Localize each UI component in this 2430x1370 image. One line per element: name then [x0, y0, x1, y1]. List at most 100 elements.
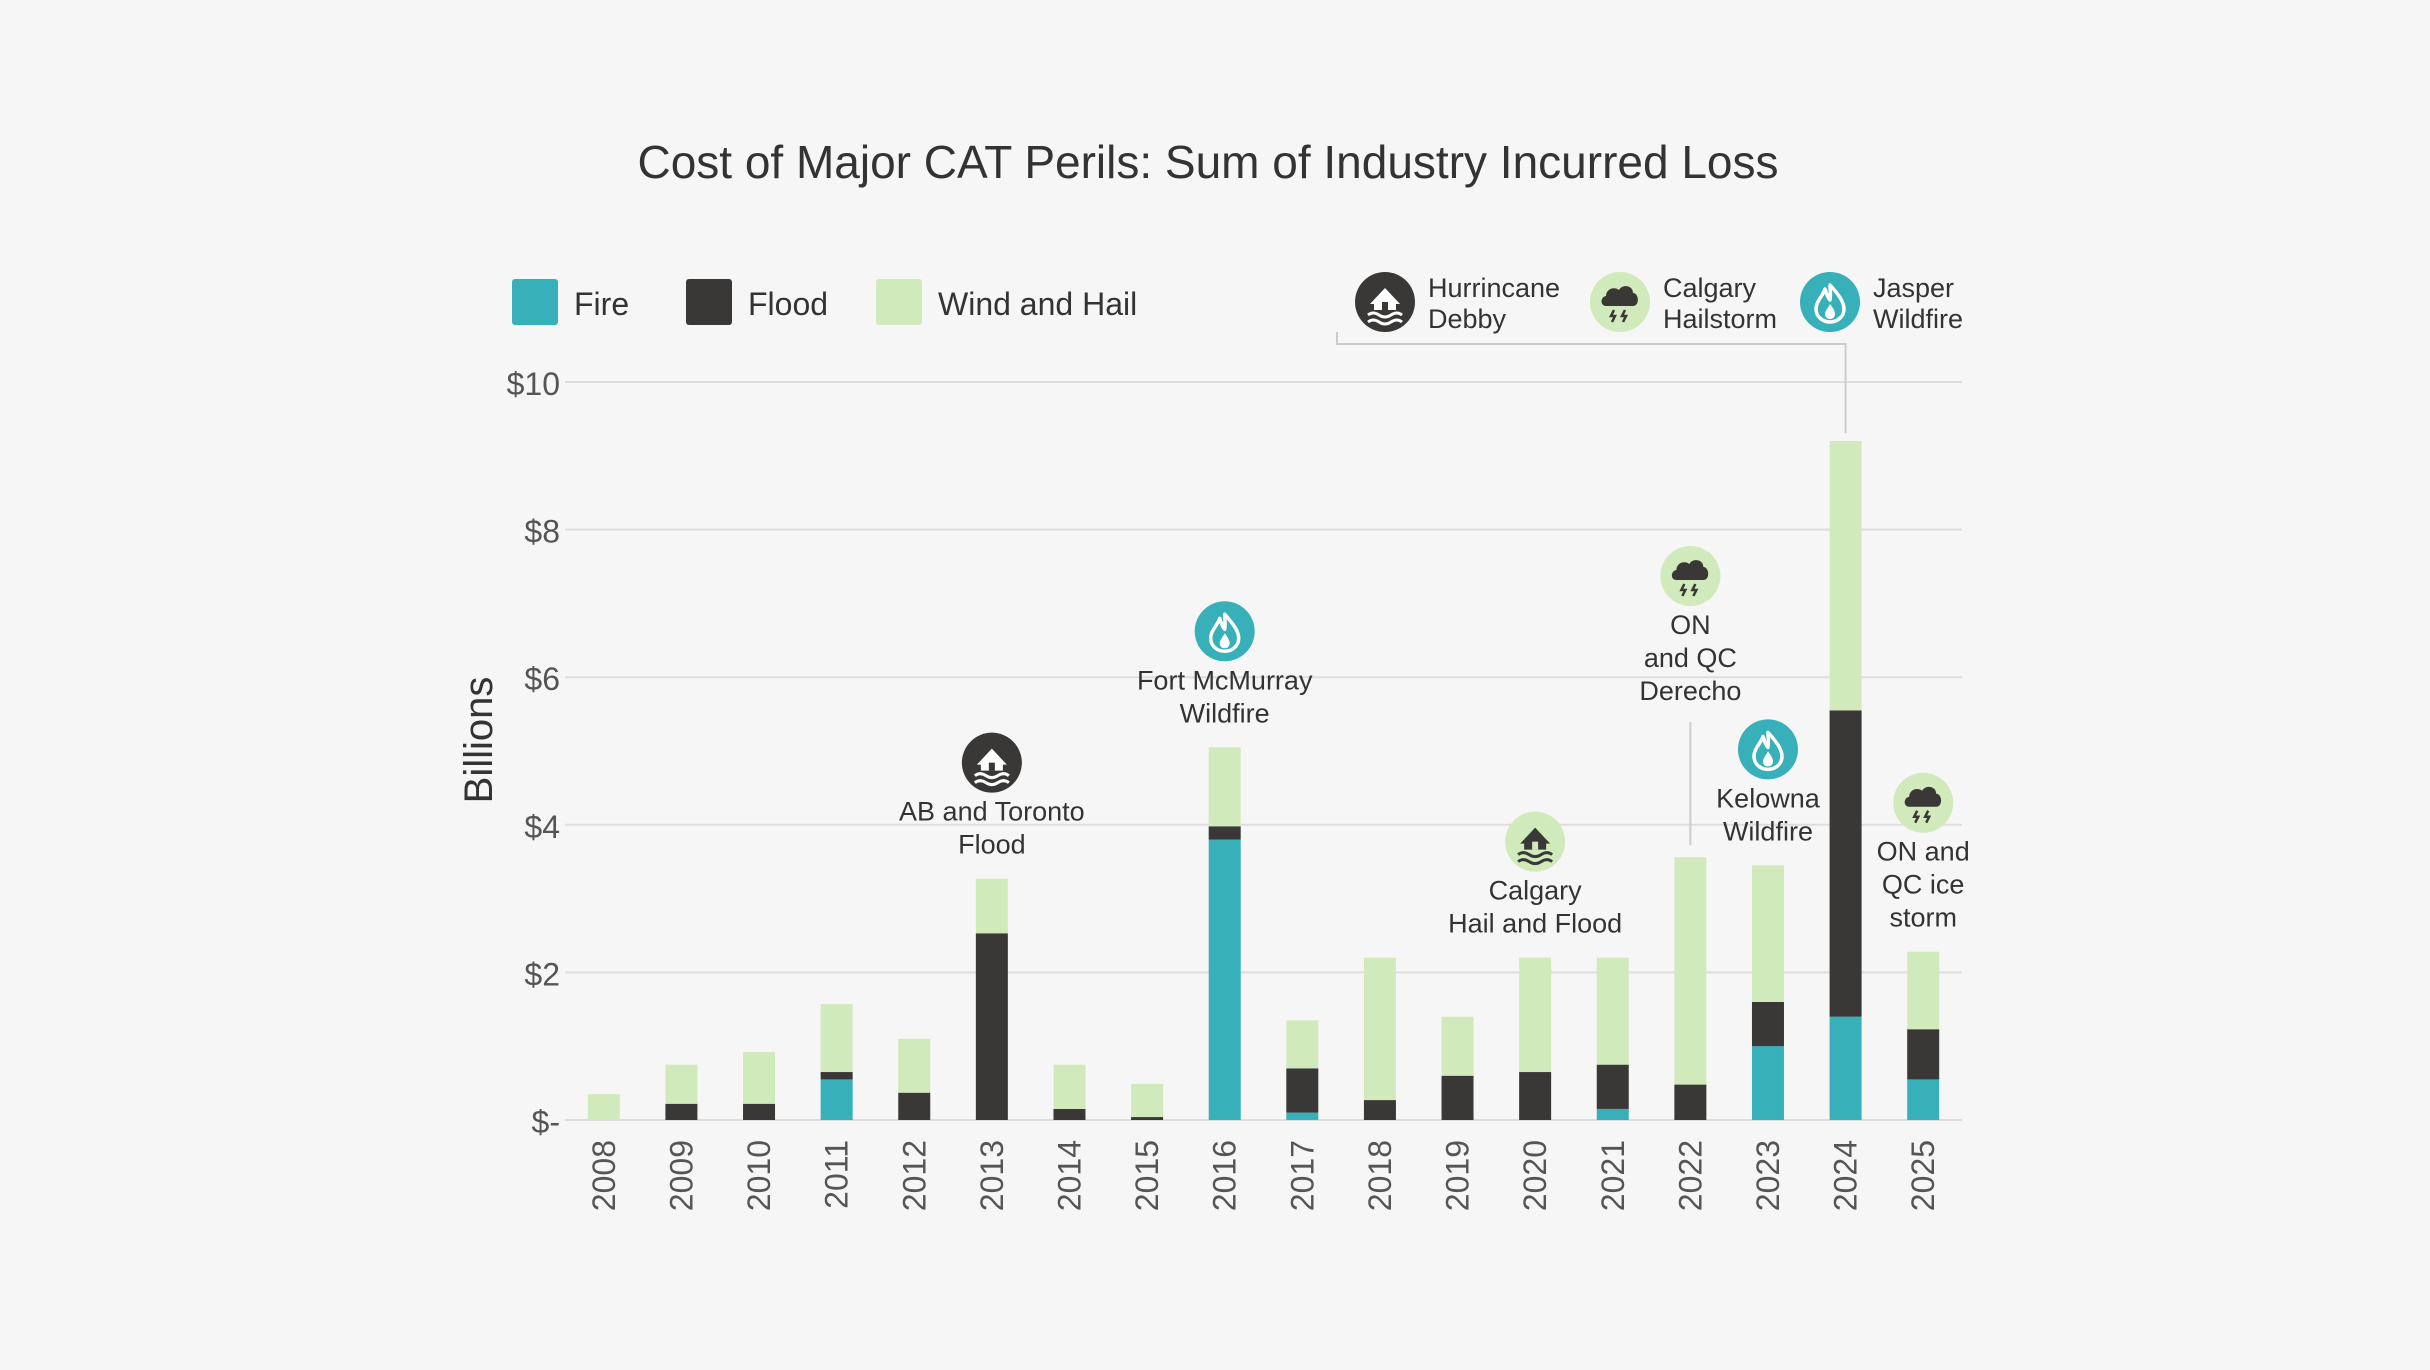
- flood-house-icon: [1505, 811, 1566, 872]
- house-door: [1532, 841, 1539, 850]
- house-door: [988, 762, 995, 771]
- annotation-label: QC ice: [1882, 870, 1965, 900]
- bar-wind-and-hail-2012: [898, 1038, 931, 1093]
- bar-flood-2025: [1907, 1029, 1940, 1080]
- house-shape: [1520, 827, 1551, 850]
- callout-label: Debby: [1428, 304, 1507, 334]
- annotation-label: ON and: [1877, 837, 1970, 867]
- x-tick-label: 2022: [1672, 1140, 1708, 1211]
- flame-outline: [1208, 612, 1241, 654]
- bar-fire-2017: [1286, 1112, 1319, 1120]
- house-shape: [1370, 288, 1400, 310]
- legend-swatch-flood: [686, 279, 732, 325]
- wave-1: [1517, 851, 1554, 859]
- wave-1: [1367, 311, 1403, 319]
- x-tick-label: 2010: [741, 1140, 777, 1211]
- bar-wind-and-hail-2020: [1519, 957, 1552, 1073]
- bar-wind-and-hail-2009: [665, 1064, 698, 1104]
- hail-cloud-icon: [1893, 772, 1954, 833]
- flood-house-icon: [961, 732, 1022, 793]
- y-tick-label: $4: [524, 809, 560, 845]
- callout-label: Hurrincane: [1428, 273, 1560, 303]
- bar-wind-and-hail-2024: [1829, 441, 1862, 711]
- annotation-label: AB and Toronto: [899, 797, 1085, 827]
- bar-fire-2011: [820, 1079, 853, 1120]
- flame-outline: [1814, 283, 1846, 324]
- bar-wind-and-hail-2008: [587, 1094, 620, 1120]
- x-tick-label: 2016: [1207, 1140, 1243, 1211]
- annotation-label: ON: [1670, 610, 1711, 640]
- bar-flood-2017: [1286, 1068, 1319, 1113]
- annotation-label: Wildfire: [1723, 816, 1813, 846]
- y-axis-ticks: $- $2 $4 $6 $8 $10: [507, 366, 560, 1140]
- bar-flood-2024: [1829, 710, 1862, 1017]
- chart-title: Cost of Major CAT Perils: Sum of Industr…: [637, 136, 1778, 188]
- x-tick-label: 2008: [586, 1140, 622, 1211]
- bar-flood-2015: [1131, 1117, 1164, 1120]
- bar-wind-and-hail-2023: [1751, 865, 1784, 1002]
- y-tick-label: $8: [524, 514, 560, 550]
- bar-wind-and-hail-2018: [1363, 957, 1396, 1101]
- x-tick-label: 2020: [1517, 1140, 1553, 1211]
- bolt-right: [1619, 309, 1629, 323]
- bar-flood-2021: [1596, 1064, 1629, 1109]
- x-tick-label: 2021: [1595, 1140, 1631, 1211]
- flame-icon: [1194, 601, 1255, 662]
- annotation-label: storm: [1889, 903, 1957, 933]
- bar-fire-2025: [1907, 1079, 1940, 1120]
- bar-flood-2013: [975, 933, 1008, 1120]
- x-tick-label: 2013: [974, 1140, 1010, 1211]
- x-tick-label: 2023: [1750, 1140, 1786, 1211]
- x-tick-label: 2009: [663, 1140, 699, 1211]
- flame-drop: [1762, 751, 1773, 767]
- bar-flood-2018: [1363, 1100, 1396, 1120]
- wave-2: [1367, 318, 1403, 326]
- cloud-shape: [1904, 786, 1942, 807]
- legend-swatch-fire: [512, 279, 558, 325]
- x-tick-label: 2018: [1362, 1140, 1398, 1211]
- callout-label: Calgary: [1663, 273, 1757, 303]
- annotation-label: Wildfire: [1180, 698, 1270, 728]
- bar-wind-and-hail-2017: [1286, 1020, 1319, 1069]
- bolt-left: [1912, 810, 1921, 824]
- bar-wind-and-hail-2011: [820, 1004, 853, 1073]
- bar-wind-and-hail-2013: [975, 878, 1008, 934]
- callout-label: Hailstorm: [1663, 304, 1777, 334]
- bar-flood-2016: [1208, 826, 1241, 840]
- y-tick-label: $-: [532, 1104, 560, 1140]
- x-tick-label: 2019: [1440, 1140, 1476, 1211]
- bar-wind-and-hail-2019: [1441, 1016, 1474, 1076]
- annotation-label: Calgary: [1489, 876, 1583, 906]
- y-tick-label: $10: [507, 366, 560, 402]
- bar-flood-2011: [820, 1072, 853, 1080]
- bar-wind-and-hail-2021: [1596, 957, 1629, 1065]
- icon-background: [1737, 719, 1798, 780]
- bar-flood-2014: [1053, 1108, 1086, 1120]
- legend: Fire Flood Wind and Hail: [512, 279, 1137, 325]
- bar-wind-and-hail-2022: [1674, 857, 1707, 1085]
- x-tick-label: 2015: [1129, 1140, 1165, 1211]
- grid-lines: [565, 381, 1962, 1121]
- bar-wind-and-hail-2015: [1131, 1083, 1164, 1118]
- annotation-label: Hail and Flood: [1448, 909, 1622, 939]
- y-axis-label: Billions: [457, 677, 501, 804]
- icon-background: [1800, 272, 1860, 332]
- x-axis-ticks: 2008 2009 2010 2011 2012 2013 2014 2015 2016 2017…: [586, 1140, 1941, 1211]
- bar-fire-2021: [1596, 1108, 1629, 1120]
- wave-1: [973, 772, 1010, 780]
- annotation-label: Derecho: [1639, 676, 1741, 706]
- cloud-shape: [1671, 560, 1709, 580]
- x-tick-label: 2014: [1051, 1140, 1087, 1211]
- callout-label: Jasper: [1873, 273, 1954, 303]
- bar-wind-and-hail-2016: [1208, 747, 1241, 827]
- bolt-left: [1608, 309, 1618, 323]
- x-tick-label: 2011: [819, 1140, 855, 1209]
- bar-flood-2023: [1751, 1001, 1784, 1047]
- house-door: [1382, 302, 1388, 310]
- bar-flood-2009: [665, 1103, 698, 1120]
- legend-swatch-wind-and-hail: [876, 279, 922, 325]
- hail-cloud-icon: [1660, 546, 1721, 606]
